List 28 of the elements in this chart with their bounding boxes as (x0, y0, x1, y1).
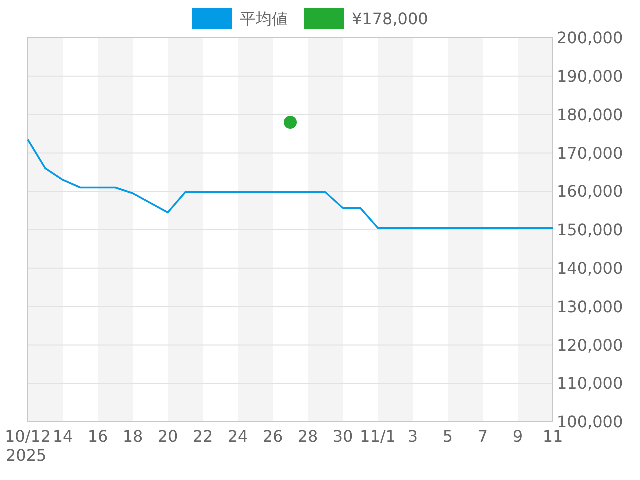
y-tick-label: 170,000 (557, 144, 624, 163)
y-tick-label: 130,000 (557, 297, 624, 316)
y-tick-label: 150,000 (557, 220, 624, 240)
y-tick-label: 190,000 (557, 67, 624, 86)
x-tick-label: 9 (512, 427, 524, 446)
y-tick-label: 200,000 (557, 28, 624, 48)
x-tick-label: 30 (332, 427, 354, 446)
x-tick-label: 20 (158, 427, 178, 446)
x-tick-label: 10/12 2025 (4, 427, 52, 465)
x-tick-label: 16 (88, 427, 108, 446)
y-tick-label: 140,000 (557, 259, 624, 278)
x-tick-label: 5 (442, 427, 454, 446)
x-tick-label: 7 (478, 427, 488, 446)
y-tick-label: 180,000 (557, 105, 624, 124)
y-tick-label: 110,000 (557, 374, 624, 394)
y-tick-label: 120,000 (557, 336, 624, 355)
x-tick-label: 28 (298, 427, 318, 446)
legend-label: ¥178,000 (352, 10, 428, 29)
x-tick-label: 26 (262, 427, 284, 446)
legend-label: 平均値 (240, 10, 288, 29)
y-tick-label: 160,000 (557, 182, 624, 202)
x-tick-label: 24 (228, 427, 248, 446)
x-tick-label: 18 (122, 427, 144, 446)
x-tick-label: 14 (52, 427, 74, 446)
x-tick-label: 3 (408, 427, 418, 446)
x-tick-label: 11/1 (360, 427, 396, 446)
line-series (27, 138, 554, 229)
x-tick-label: 22 (192, 427, 214, 446)
